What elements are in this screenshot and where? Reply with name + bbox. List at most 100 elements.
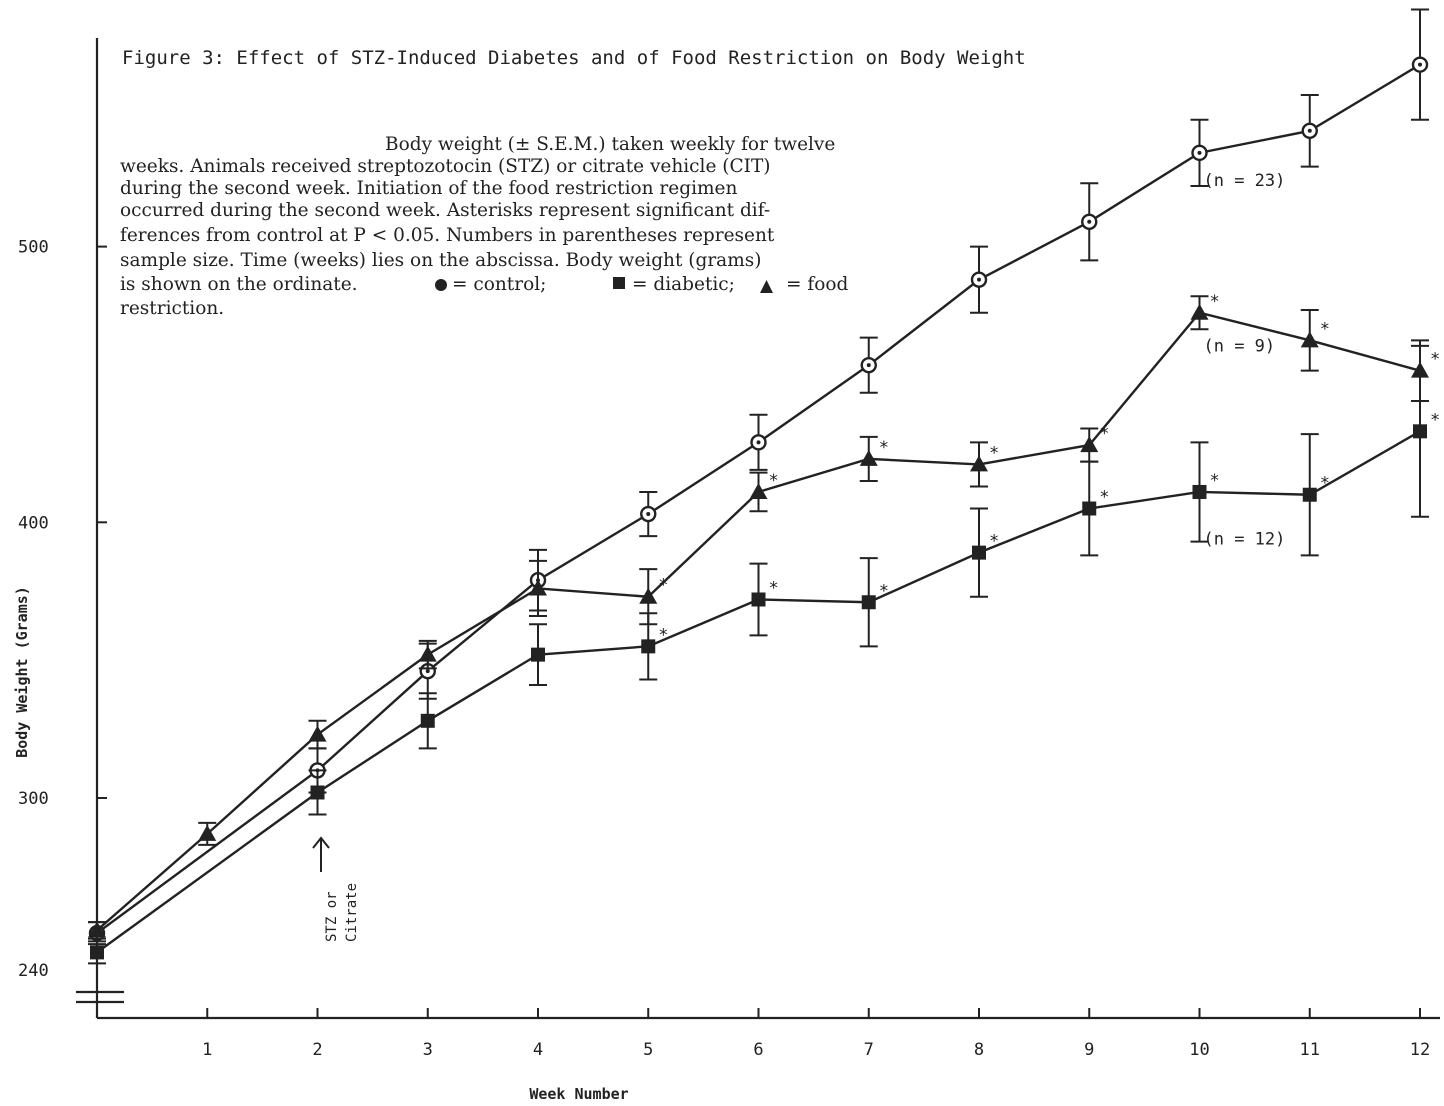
series-line: [96, 63, 1421, 935]
x-tick-label: 5: [643, 1040, 653, 1060]
significance-asterisk: *: [1099, 424, 1109, 444]
figure-caption: Body weight (± S.E.M.) taken weekly for …: [120, 134, 849, 319]
data-point-food-restriction: [749, 482, 768, 499]
y-tick-label: 400: [18, 513, 49, 533]
y-tick-label: 500: [18, 238, 49, 258]
y-tick-label: 300: [18, 789, 49, 809]
stz-arrow-annotation: STZ or Citrate: [312, 836, 360, 942]
data-point-control-dot: [977, 277, 981, 282]
data-point-diabetic: [1192, 484, 1207, 499]
data-point-control-dot: [1197, 150, 1202, 155]
sample-size-label: (n = 12): [1204, 529, 1286, 549]
data-point-food-restriction: [308, 725, 327, 742]
data-point-food-restriction: [859, 449, 878, 466]
data-point-food-restriction: [88, 921, 106, 938]
x-tick-label: 1: [202, 1040, 212, 1060]
caption-line-2: weeks. Animals received streptozotocin (…: [120, 156, 771, 177]
data-point-diabetic: [420, 713, 435, 728]
significance-asterisk: *: [1430, 410, 1440, 430]
significance-asterisk: *: [1430, 350, 1440, 370]
caption-line-6: sample size. Time (weeks) lies on the ab…: [120, 250, 761, 271]
data-point-control-dot: [646, 512, 651, 517]
significance-asterisk: *: [658, 625, 668, 645]
data-point-food-restriction: [529, 579, 547, 596]
significance-asterisk: *: [879, 438, 889, 458]
data-point-diabetic: [641, 639, 656, 654]
y-axis-label: Body Weight (Grams): [13, 586, 31, 758]
significance-asterisk: *: [1320, 319, 1330, 339]
x-tick-label: 2: [312, 1040, 322, 1060]
stz-arrow-head: [312, 836, 330, 849]
significance-asterisk: *: [879, 581, 889, 601]
data-point-diabetic: [1082, 501, 1097, 516]
data-point-food-restriction: [1190, 303, 1209, 320]
series-diabetic: * * * * * * * *: [88, 344, 1440, 965]
data-point-food-restriction: [418, 645, 437, 662]
data-point-control-dot: [756, 440, 761, 445]
x-tick-label: 12: [1410, 1040, 1430, 1060]
series-food-restriction: * * * * * * * *: [88, 292, 1440, 940]
data-point-control-dot: [866, 363, 871, 368]
significance-asterisk: *: [1210, 292, 1220, 312]
x-tick-label: 4: [533, 1040, 543, 1060]
data-point-diabetic: [310, 785, 325, 800]
caption-line-5: ferences from control at P < 0.05. Numbe…: [120, 225, 775, 246]
data-point-food-restriction: [1300, 331, 1319, 348]
caption-line-7: is shown on the ordinate.: [120, 274, 358, 295]
x-tick-label: 6: [753, 1040, 763, 1060]
legend-control-symbol: [435, 279, 447, 291]
x-tick-label: 8: [974, 1040, 984, 1060]
sample-size-annotations: (n = 23) (n = 9) (n = 12): [1204, 171, 1286, 549]
legend-control-text: = control;: [452, 274, 546, 295]
stz-arrow-label-2: Citrate: [344, 883, 360, 942]
data-point-food-restriction: [639, 587, 658, 604]
series-layer: * * * * * * * * * * * * * * * *: [88, 8, 1440, 965]
legend-diabetic-symbol: [613, 277, 625, 289]
x-tick-label: 3: [423, 1040, 433, 1060]
data-point-diabetic: [972, 545, 986, 560]
legend-food-text: = food: [786, 274, 849, 295]
caption-line-3: during the second week. Initiation of th…: [120, 178, 737, 199]
x-tick-label: 7: [864, 1040, 874, 1060]
caption-line-4: occurred during the second week. Asteris…: [120, 200, 770, 221]
significance-asterisk: *: [989, 532, 999, 552]
legend-food-symbol: [760, 280, 773, 293]
significance-asterisk: *: [1099, 488, 1109, 508]
series-line: [96, 430, 1421, 954]
data-point-control-dot: [425, 669, 430, 674]
data-point-food-restriction: [1080, 436, 1099, 453]
sample-size-label: (n = 9): [1204, 336, 1276, 356]
stz-arrow-label-1: STZ or: [324, 891, 340, 942]
sample-size-label: (n = 23): [1204, 171, 1286, 191]
legend-diabetic-text: = diabetic;: [632, 274, 735, 295]
significance-asterisk: *: [1210, 471, 1220, 491]
data-point-diabetic: [1302, 487, 1317, 502]
significance-asterisk: *: [989, 443, 999, 463]
data-point-control-dot: [1307, 128, 1312, 133]
axes: [76, 38, 1440, 1020]
data-point-food-restriction: [970, 455, 988, 472]
x-tick-label: 11: [1300, 1040, 1320, 1060]
data-point-diabetic: [861, 595, 876, 610]
y-tick-label: 240: [18, 961, 49, 981]
significance-asterisk: *: [1320, 474, 1330, 494]
data-point-diabetic: [1413, 424, 1427, 439]
x-tick-label: 9: [1084, 1040, 1094, 1060]
caption-line-1: Body weight (± S.E.M.) taken weekly for …: [385, 134, 835, 155]
x-axis-label: Week Number: [529, 1085, 628, 1103]
significance-asterisk: *: [769, 578, 779, 598]
data-point-diabetic: [90, 945, 104, 960]
data-point-food-restriction: [198, 824, 217, 841]
caption-line-8: restriction.: [120, 298, 224, 319]
x-axis-ticks: 1 2 3 4 5 6 7 8 9 10 11 12: [202, 1008, 1430, 1060]
x-tick-label: 10: [1189, 1040, 1209, 1060]
data-point-food-restriction: [1411, 361, 1429, 378]
data-point-diabetic: [531, 647, 545, 662]
significance-asterisk: *: [658, 576, 668, 596]
significance-asterisk: *: [769, 471, 779, 491]
y-axis-ticks: 240 300 400 500: [18, 238, 107, 981]
chart-title: Figure 3: Effect of STZ-Induced Diabetes…: [122, 47, 1026, 69]
data-point-control-dot: [1418, 62, 1422, 67]
data-point-control-dot: [1087, 219, 1092, 224]
